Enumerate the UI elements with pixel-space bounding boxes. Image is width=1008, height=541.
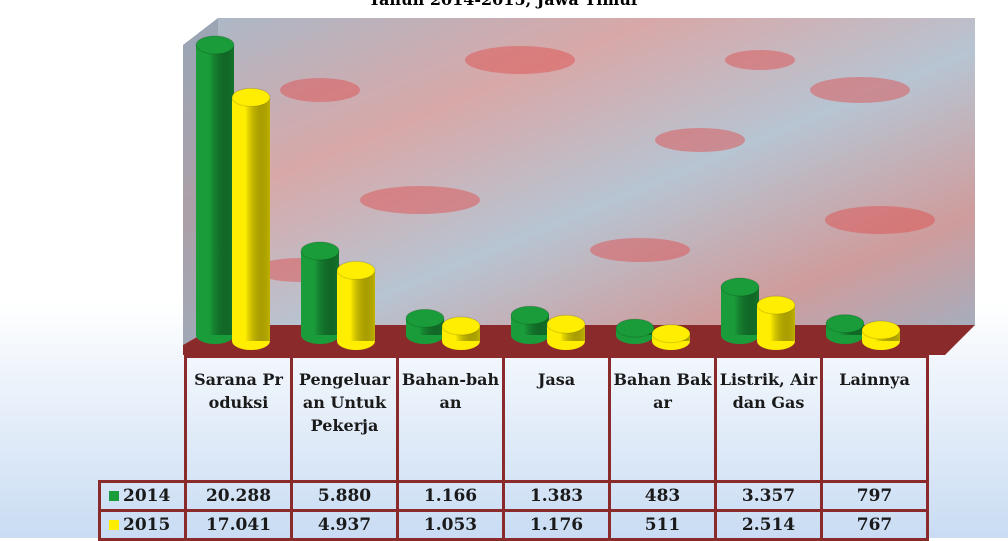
bar-top [300, 241, 340, 261]
bar-top [861, 320, 901, 340]
koi-pattern [255, 46, 935, 282]
bar [441, 316, 481, 350]
chart-title: Tahun 2014-2015, Jawa Timur [0, 0, 1008, 9]
bar [336, 260, 376, 350]
category-label: Bahan-bahan [396, 355, 505, 483]
bar [546, 314, 586, 350]
bar [405, 308, 445, 344]
bar [300, 241, 340, 344]
bar [651, 324, 691, 350]
bar-shade [196, 45, 234, 335]
category-label: Sarana Produksi [184, 355, 293, 483]
value-label: 767 [820, 509, 929, 541]
bar-top [405, 308, 445, 328]
legend-swatch [109, 520, 119, 530]
bar-top [441, 316, 481, 336]
bar-top [756, 295, 796, 315]
bar [615, 318, 655, 344]
value-label: 5.880 [290, 480, 399, 512]
bar-top [546, 314, 586, 334]
bar [231, 87, 271, 350]
bar [861, 320, 901, 350]
backdrop [183, 18, 975, 345]
value-label: 2.514 [714, 509, 823, 541]
bar-top [510, 305, 550, 325]
category-label: Pengeluaran Untuk Pekerja [290, 355, 399, 483]
bar-top [651, 324, 691, 344]
bar-top [336, 260, 376, 280]
value-label: 511 [608, 509, 717, 541]
bar [195, 35, 235, 344]
bar-shade [337, 270, 375, 341]
legend-entry: 2015 [98, 509, 187, 541]
legend-label: 2014 [123, 486, 171, 506]
bar-top [195, 35, 235, 55]
legend-swatch [109, 491, 119, 501]
bar [720, 277, 760, 344]
category-label: Listrik, Air dan Gas [714, 355, 823, 483]
bar [510, 305, 550, 344]
bar-top [720, 277, 760, 297]
bar [825, 314, 865, 344]
blank-cell [99, 356, 187, 483]
bar [756, 295, 796, 350]
bar-shade [301, 250, 339, 335]
bar-shade [232, 97, 270, 341]
category-label: Jasa [502, 355, 611, 483]
value-label: 1.383 [502, 480, 611, 512]
value-label: 4.937 [290, 509, 399, 541]
category-label: Lainnya [820, 355, 929, 483]
legend-label: 2015 [123, 515, 171, 535]
data-table: Sarana Produksi Pengeluaran Untuk Pekerja… [98, 355, 929, 541]
value-label: 17.041 [184, 509, 293, 541]
value-label: 20.288 [184, 480, 293, 512]
bar-top [825, 314, 865, 334]
legend-entry: 2014 [98, 480, 187, 512]
value-label: 483 [608, 480, 717, 512]
category-label: Bahan Bakar [608, 355, 717, 483]
value-label: 3.357 [714, 480, 823, 512]
value-label: 1.053 [396, 509, 505, 541]
bar-top [615, 318, 655, 338]
bar-top [231, 87, 271, 107]
value-label: 1.166 [396, 480, 505, 512]
value-label: 1.176 [502, 509, 611, 541]
value-label: 797 [820, 480, 929, 512]
